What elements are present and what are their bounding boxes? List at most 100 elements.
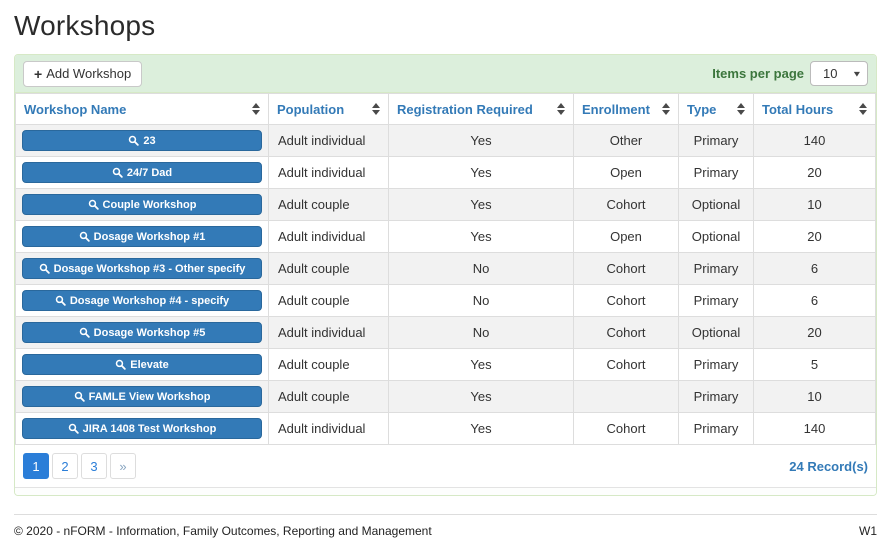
items-per-page-select-wrap: 10 ▼ xyxy=(810,61,868,86)
workshop-name-button[interactable]: FAMLE View Workshop xyxy=(22,386,262,407)
workshop-name-button[interactable]: Dosage Workshop #5 xyxy=(22,322,262,343)
table-row: 23 Adult individual Yes Other Primary 14… xyxy=(15,124,876,157)
column-header-label: Population xyxy=(277,101,345,117)
pagination-button[interactable]: 1 xyxy=(23,453,49,479)
registration-required-cell: Yes xyxy=(388,380,574,413)
total-hours-cell: 20 xyxy=(753,156,876,189)
workshop-name-label: Couple Workshop xyxy=(102,198,197,211)
items-per-page-group: Items per page 10 ▼ xyxy=(712,61,868,86)
add-workshop-label: Add Workshop xyxy=(46,66,132,81)
workshop-name-label: Dosage Workshop #3 - Other specify xyxy=(53,262,246,275)
column-header[interactable]: Population xyxy=(268,93,389,125)
table-row: Elevate Adult couple Yes Cohort Primary … xyxy=(15,348,876,381)
registration-required-cell: Yes xyxy=(388,348,574,381)
column-header-label: Enrollment xyxy=(582,101,650,117)
page-footer: © 2020 - nFORM - Information, Family Out… xyxy=(14,514,877,547)
workshop-name-label: Dosage Workshop #5 xyxy=(93,326,206,339)
workshop-name-button[interactable]: 23 xyxy=(22,130,262,151)
search-icon xyxy=(79,231,90,242)
sort-icon xyxy=(252,103,260,115)
total-hours-cell: 20 xyxy=(753,316,876,349)
population-cell: Adult individual xyxy=(268,316,389,349)
population-cell: Adult individual xyxy=(268,124,389,157)
search-icon xyxy=(88,199,99,210)
pagination: 1 2 3 » xyxy=(23,453,136,479)
population-cell: Adult couple xyxy=(268,252,389,285)
enrollment-cell: Cohort xyxy=(573,188,679,221)
column-header-label: Type xyxy=(687,101,717,117)
table-row: 24/7 Dad Adult individual Yes Open Prima… xyxy=(15,156,876,189)
sort-icon xyxy=(737,103,745,115)
total-hours-cell: 140 xyxy=(753,124,876,157)
workshop-name-button[interactable]: Dosage Workshop #1 xyxy=(22,226,262,247)
population-cell: Adult couple xyxy=(268,348,389,381)
items-per-page-select[interactable]: 10 xyxy=(810,61,868,86)
workshop-name-button[interactable]: Dosage Workshop #3 - Other specify xyxy=(22,258,262,279)
table-row: FAMLE View Workshop Adult couple Yes Pri… xyxy=(15,380,876,413)
workshop-name-button[interactable]: 24/7 Dad xyxy=(22,162,262,183)
workshop-name-button[interactable]: Elevate xyxy=(22,354,262,375)
enrollment-cell: Other xyxy=(573,124,679,157)
enrollment-cell: Cohort xyxy=(573,252,679,285)
version-label: W1 xyxy=(859,524,877,538)
page-container: Workshops + Add Workshop Items per page … xyxy=(0,10,891,547)
population-cell: Adult couple xyxy=(268,284,389,317)
registration-required-cell: No xyxy=(388,252,574,285)
table-header-row: Workshop Name Population Registration Re… xyxy=(15,93,876,125)
pagination-button[interactable]: 3 xyxy=(81,453,107,479)
registration-required-cell: Yes xyxy=(388,220,574,253)
column-header[interactable]: Type xyxy=(678,93,754,125)
column-header[interactable]: Registration Required xyxy=(388,93,574,125)
pagination-button[interactable]: » xyxy=(110,453,136,479)
panel-footer-strip xyxy=(15,487,876,495)
workshop-name-button[interactable]: JIRA 1408 Test Workshop xyxy=(22,418,262,439)
workshop-name-label: Dosage Workshop #4 - specify xyxy=(69,294,230,307)
table-row: Dosage Workshop #5 Adult individual No C… xyxy=(15,316,876,349)
population-cell: Adult individual xyxy=(268,156,389,189)
column-header-label: Registration Required xyxy=(397,101,533,117)
enrollment-cell: Cohort xyxy=(573,412,679,445)
search-icon xyxy=(39,263,50,274)
type-cell: Primary xyxy=(678,412,754,445)
column-header[interactable]: Total Hours xyxy=(753,93,876,125)
table-row: Couple Workshop Adult couple Yes Cohort … xyxy=(15,188,876,221)
search-icon xyxy=(55,295,66,306)
search-icon xyxy=(115,359,126,370)
search-icon xyxy=(112,167,123,178)
type-cell: Primary xyxy=(678,348,754,381)
enrollment-cell: Open xyxy=(573,156,679,189)
population-cell: Adult individual xyxy=(268,412,389,445)
sort-icon xyxy=(662,103,670,115)
search-icon xyxy=(74,391,85,402)
enrollment-cell xyxy=(573,380,679,413)
workshop-name-label: 23 xyxy=(143,134,156,147)
total-hours-cell: 6 xyxy=(753,284,876,317)
add-workshop-button[interactable]: + Add Workshop xyxy=(23,60,143,87)
column-header-label: Total Hours xyxy=(762,101,834,117)
column-header[interactable]: Enrollment xyxy=(573,93,679,125)
registration-required-cell: No xyxy=(388,316,574,349)
workshop-name-button[interactable]: Couple Workshop xyxy=(22,194,262,215)
enrollment-cell: Cohort xyxy=(573,316,679,349)
registration-required-cell: Yes xyxy=(388,156,574,189)
search-icon xyxy=(68,423,79,434)
total-hours-cell: 5 xyxy=(753,348,876,381)
registration-required-cell: Yes xyxy=(388,188,574,221)
workshop-name-label: 24/7 Dad xyxy=(126,166,173,179)
population-cell: Adult individual xyxy=(268,220,389,253)
workshop-name-label: JIRA 1408 Test Workshop xyxy=(82,422,217,435)
column-header[interactable]: Workshop Name xyxy=(15,93,269,125)
copyright-text: © 2020 - nFORM - Information, Family Out… xyxy=(14,524,432,538)
enrollment-cell: Cohort xyxy=(573,284,679,317)
sort-icon xyxy=(372,103,380,115)
pagination-button[interactable]: 2 xyxy=(52,453,78,479)
column-header-label: Workshop Name xyxy=(24,101,127,117)
type-cell: Primary xyxy=(678,380,754,413)
workshop-name-button[interactable]: Dosage Workshop #4 - specify xyxy=(22,290,262,311)
search-icon xyxy=(129,135,140,146)
sort-icon xyxy=(859,103,867,115)
type-cell: Primary xyxy=(678,124,754,157)
workshop-name-label: FAMLE View Workshop xyxy=(88,390,211,403)
type-cell: Primary xyxy=(678,156,754,189)
total-hours-cell: 10 xyxy=(753,380,876,413)
